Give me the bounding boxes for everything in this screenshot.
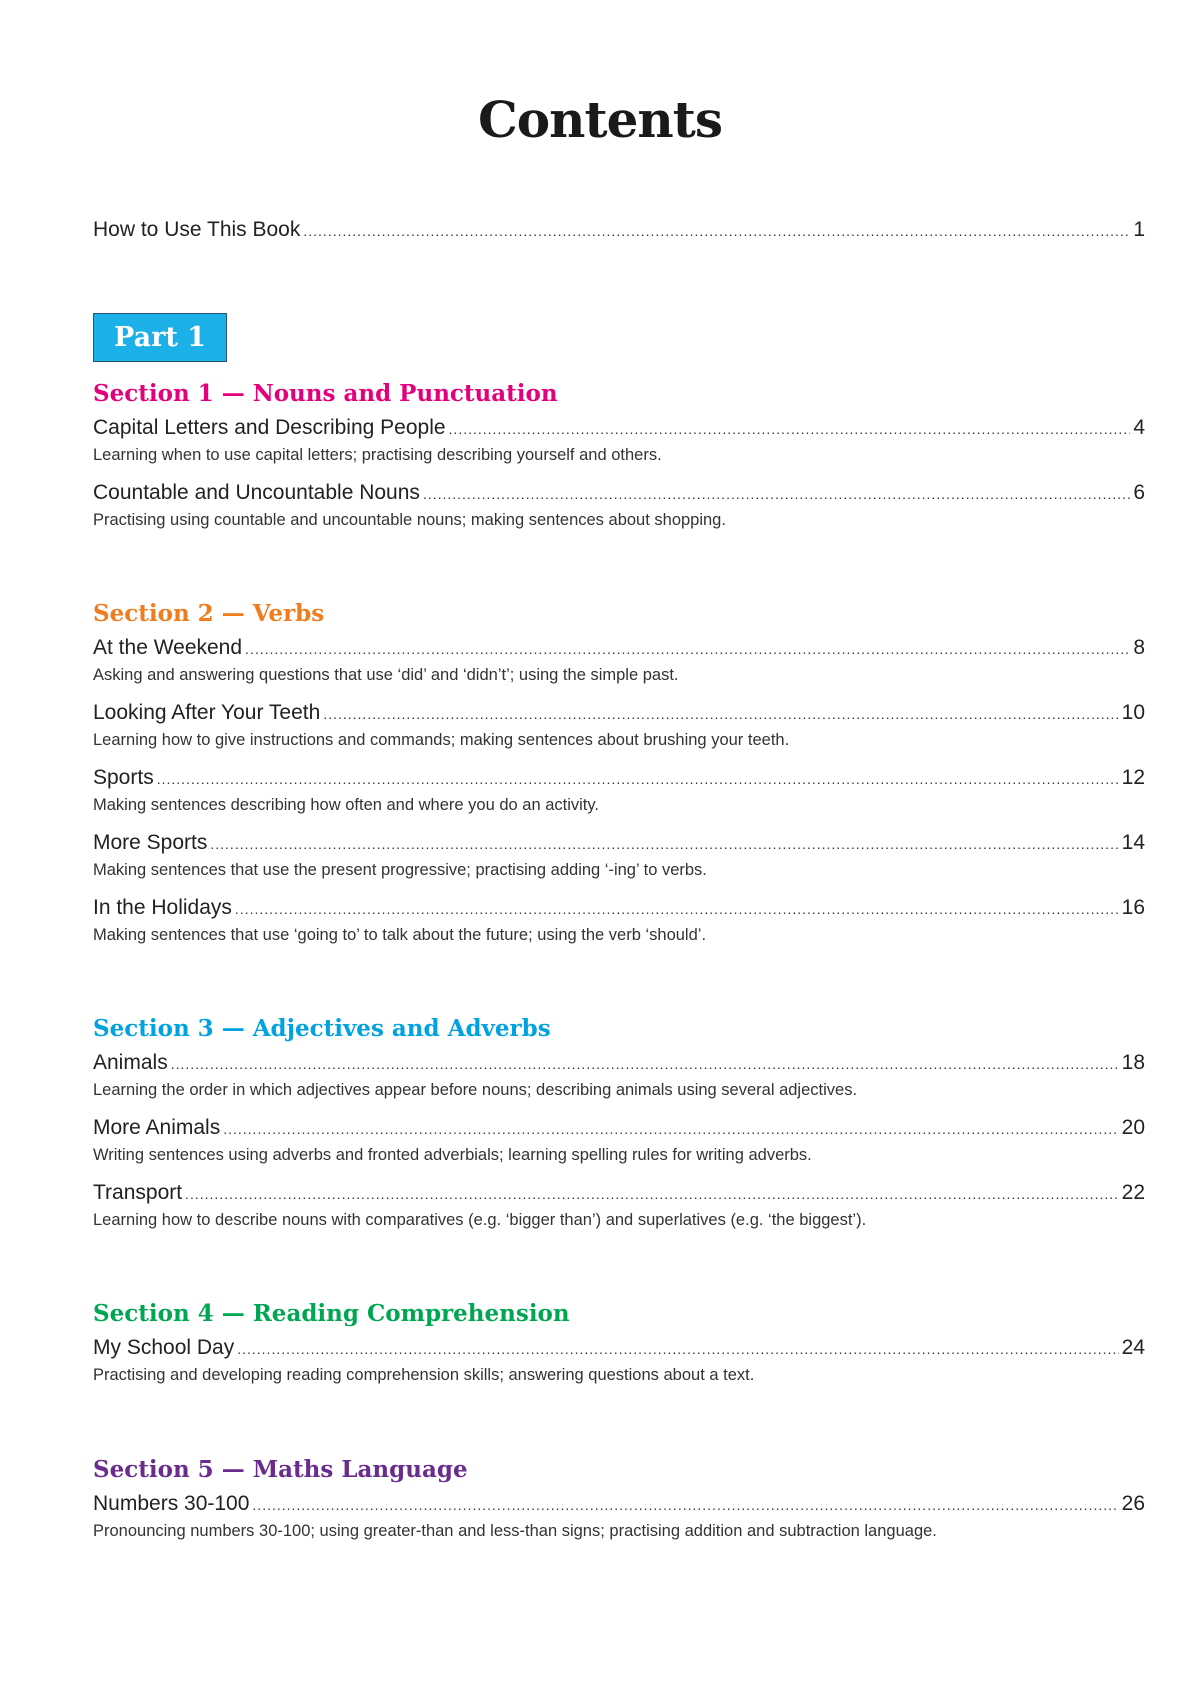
dot-leader — [423, 486, 1130, 502]
entry-description: Pronouncing numbers 30-100; using greate… — [93, 1522, 937, 1540]
dot-leader — [210, 836, 1118, 852]
entry-label: In the Holidays — [93, 896, 232, 919]
section-heading: Section 4 — Reading Comprehension — [93, 1300, 570, 1327]
entry-label: How to Use This Book — [93, 218, 301, 241]
section-heading: Section 3 — Adjectives and Adverbs — [93, 1015, 551, 1042]
entry-label: Numbers 30-100 — [93, 1492, 250, 1515]
page-title: Contents — [477, 90, 723, 149]
entry-label: Countable and Uncountable Nouns — [93, 481, 420, 504]
entry-page: 14 — [1121, 831, 1145, 854]
toc-entry-how-to-use[interactable]: How to Use This Book 1 — [93, 218, 1145, 242]
entry-page: 26 — [1121, 1492, 1145, 1515]
toc-entry[interactable]: Numbers 30-100 26 — [93, 1492, 1145, 1516]
toc-entry[interactable]: Looking After Your Teeth 10 — [93, 701, 1145, 725]
toc-entry[interactable]: More Sports 14 — [93, 831, 1145, 855]
entry-page: 22 — [1121, 1181, 1145, 1204]
entry-page: 8 — [1133, 636, 1145, 659]
dot-leader — [252, 1497, 1118, 1513]
entry-page: 16 — [1121, 896, 1145, 919]
dot-leader — [303, 223, 1130, 239]
dot-leader — [235, 901, 1119, 917]
entry-label: Looking After Your Teeth — [93, 701, 321, 724]
dot-leader — [185, 1186, 1119, 1202]
dot-leader — [323, 706, 1118, 722]
toc-entry[interactable]: Sports 12 — [93, 766, 1145, 790]
dot-leader — [449, 421, 1131, 437]
entry-description: Asking and answering questions that use … — [93, 666, 679, 684]
toc-entry[interactable]: Capital Letters and Describing People 4 — [93, 416, 1145, 440]
dot-leader — [157, 771, 1119, 787]
entry-label: More Animals — [93, 1116, 221, 1139]
entry-description: Learning the order in which adjectives a… — [93, 1081, 858, 1099]
entry-description: Learning when to use capital letters; pr… — [93, 446, 662, 464]
toc-entry[interactable]: My School Day 24 — [93, 1336, 1145, 1360]
entry-page: 1 — [1133, 218, 1145, 241]
entry-page: 10 — [1121, 701, 1145, 724]
toc-entry[interactable]: More Animals 20 — [93, 1116, 1145, 1140]
toc-entry[interactable]: Countable and Uncountable Nouns 6 — [93, 481, 1145, 505]
entry-page: 24 — [1121, 1336, 1145, 1359]
dot-leader — [171, 1056, 1119, 1072]
section-heading: Section 2 — Verbs — [93, 600, 325, 627]
entry-description: Practising and developing reading compre… — [93, 1366, 755, 1384]
dot-leader — [245, 641, 1130, 657]
entry-label: My School Day — [93, 1336, 235, 1359]
entry-label: Sports — [93, 766, 154, 789]
section-heading: Section 5 — Maths Language — [93, 1456, 468, 1483]
entry-page: 6 — [1133, 481, 1145, 504]
entry-label: More Sports — [93, 831, 208, 854]
toc-entry[interactable]: Animals 18 — [93, 1051, 1145, 1075]
entry-description: Practising using countable and uncountab… — [93, 511, 726, 529]
entry-page: 12 — [1121, 766, 1145, 789]
section-heading: Section 1 — Nouns and Punctuation — [93, 380, 558, 407]
toc-entry[interactable]: Transport 22 — [93, 1181, 1145, 1205]
entry-label: Transport — [93, 1181, 183, 1204]
entry-page: 18 — [1121, 1051, 1145, 1074]
entry-description: Making sentences describing how often an… — [93, 796, 599, 814]
entry-label: Animals — [93, 1051, 168, 1074]
part-badge: Part 1 — [93, 313, 227, 362]
dot-leader — [237, 1341, 1118, 1357]
entry-description: Making sentences that use ‘going to’ to … — [93, 926, 707, 944]
entry-label: At the Weekend — [93, 636, 243, 659]
entry-description: Learning how to describe nouns with comp… — [93, 1211, 867, 1229]
entry-label: Capital Letters and Describing People — [93, 416, 446, 439]
entry-description: Making sentences that use the present pr… — [93, 861, 707, 879]
dot-leader — [223, 1121, 1118, 1137]
entry-description: Learning how to give instructions and co… — [93, 731, 790, 749]
entry-page: 20 — [1121, 1116, 1145, 1139]
toc-entry[interactable]: At the Weekend 8 — [93, 636, 1145, 660]
entry-description: Writing sentences using adverbs and fron… — [93, 1146, 812, 1164]
entry-page: 4 — [1133, 416, 1145, 439]
toc-entry[interactable]: In the Holidays 16 — [93, 896, 1145, 920]
